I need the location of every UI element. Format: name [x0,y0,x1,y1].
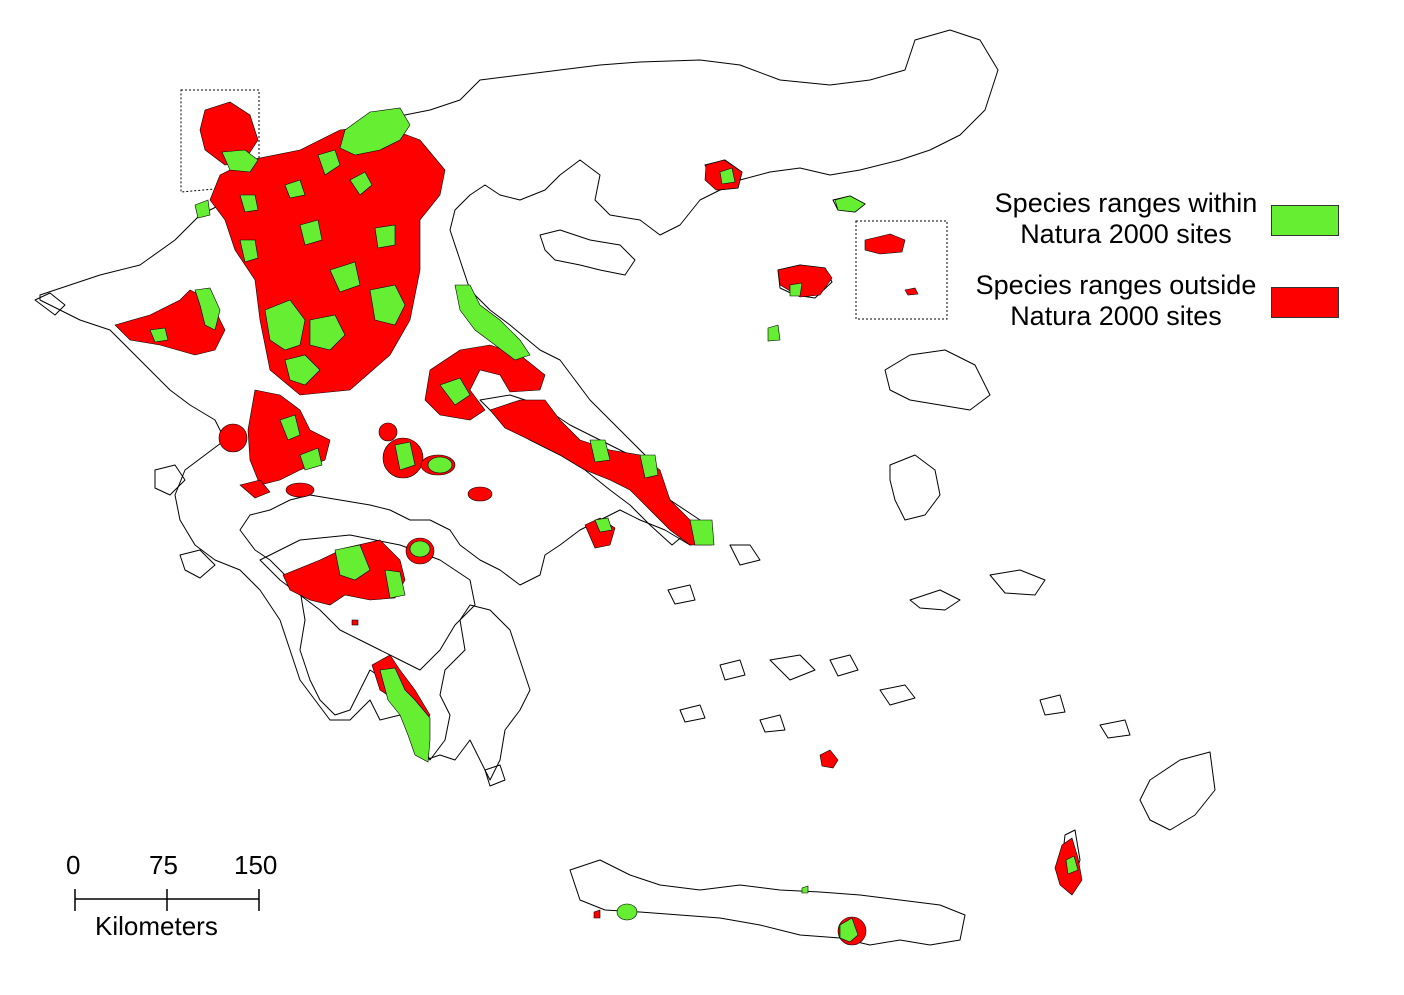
mainland-coastline [39,29,999,781]
cyclades-island [719,659,746,681]
kefalonia-coastline [154,464,186,496]
scale-bar [74,889,260,911]
cyclades-island [829,654,859,677]
cyclades-island [879,684,916,706]
cyclades-island [729,544,761,566]
scale-tick-75: 75 [149,850,178,880]
cyclades-island [667,584,696,605]
scale-tick-150: 150 [234,850,278,880]
ranges-inside-natura [149,107,1079,943]
inset-frame-northeast [855,220,948,320]
cyclades-island [1099,719,1131,739]
chios-coastline [889,454,941,521]
cyclades-island [769,654,816,681]
samos-coastline [989,569,1046,596]
lesbos-coastline [884,349,991,411]
legend-label-outside: Species ranges outside Natura 2000 sites [975,270,1257,331]
chalkidiki-coastline [539,229,636,276]
scale-tick-0: 0 [66,850,81,880]
legend-label-within: Species ranges within Natura 2000 sites [994,188,1258,249]
legend-swatch-within [1271,205,1339,236]
cyclades-island [759,714,786,733]
legend-swatch-outside [1271,287,1339,318]
scale-unit-label: Kilometers [95,911,218,941]
cyclades-island [679,704,706,723]
rhodes-coastline [1139,751,1216,831]
cyclades-island [1039,694,1066,716]
kythira-coastline [484,764,506,787]
ikaria-coastline [909,589,961,611]
crete-coastline [569,859,966,946]
corfu-coastline [34,292,66,316]
zakynthos-coastline [179,549,216,579]
peloponnese-coastline [259,534,476,671]
